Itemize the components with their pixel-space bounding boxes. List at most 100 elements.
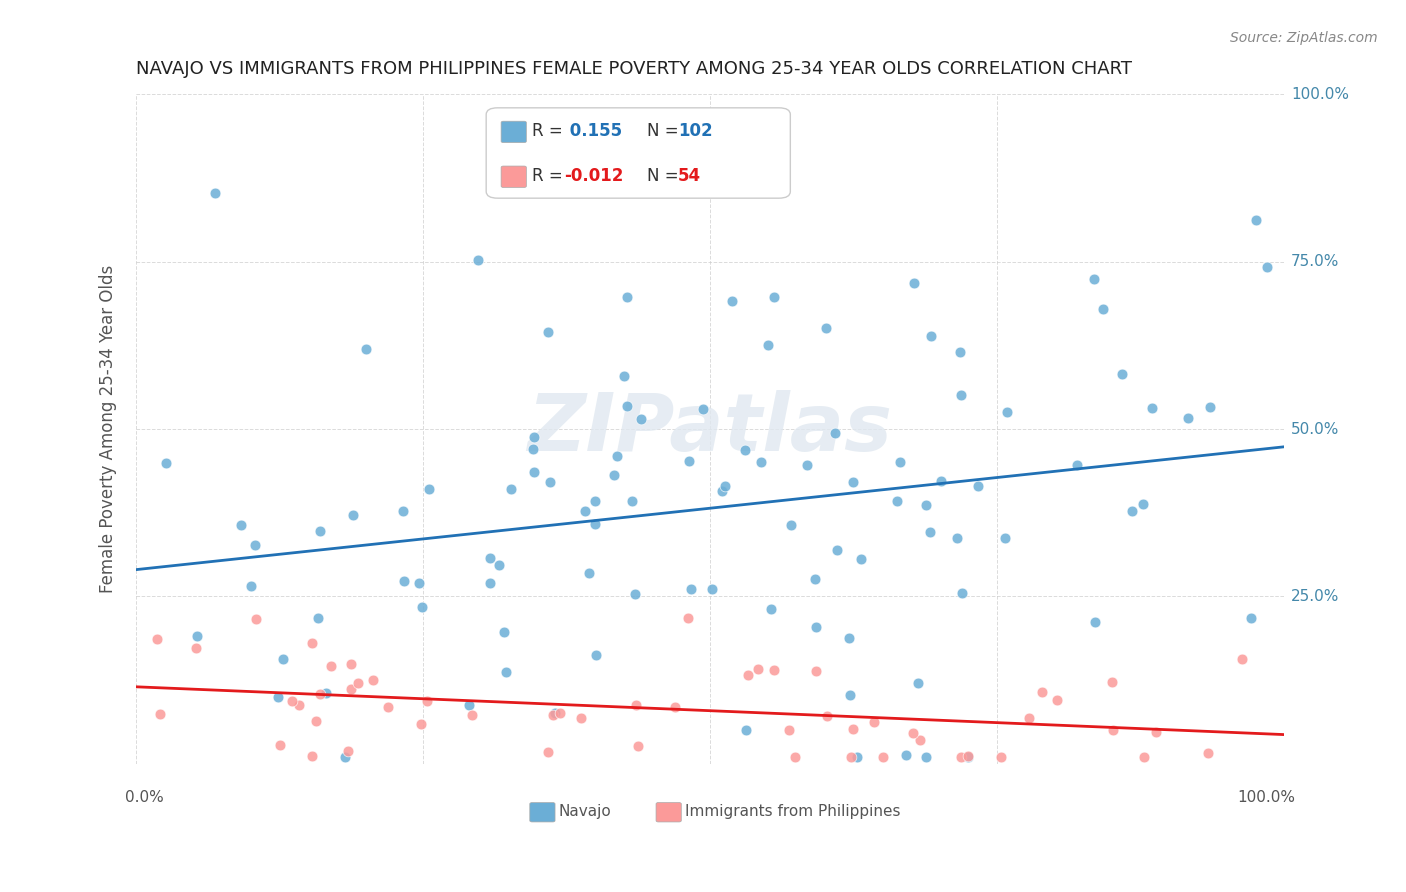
Text: 25.0%: 25.0% [1291, 589, 1339, 604]
Text: 0.0%: 0.0% [125, 790, 163, 805]
Point [574, 504, 596, 518]
Point [1046, 692, 1069, 706]
Point [627, 739, 650, 753]
Point [499, 482, 522, 496]
Point [354, 342, 377, 356]
Point [548, 706, 571, 720]
Point [155, 456, 177, 470]
Point [721, 293, 744, 308]
Point [301, 636, 323, 650]
Point [824, 425, 846, 440]
Point [340, 657, 363, 671]
Point [336, 744, 359, 758]
Point [231, 518, 253, 533]
Point [734, 723, 756, 737]
Point [664, 700, 686, 714]
Point [815, 708, 838, 723]
Point [569, 711, 592, 725]
Point [952, 586, 974, 600]
Point [333, 750, 356, 764]
Point [543, 706, 565, 720]
Point [842, 723, 865, 737]
Point [612, 369, 634, 384]
FancyBboxPatch shape [501, 166, 526, 187]
Point [603, 467, 626, 482]
Point [849, 551, 872, 566]
Point [616, 399, 638, 413]
Text: 100.0%: 100.0% [1237, 790, 1295, 805]
Point [1133, 750, 1156, 764]
Point [1102, 723, 1125, 737]
Point [1111, 368, 1133, 382]
Point [301, 748, 323, 763]
Point [679, 582, 702, 596]
Point [914, 750, 936, 764]
Point [418, 482, 440, 496]
Point [578, 566, 600, 581]
Point [1244, 213, 1267, 227]
Point [1092, 302, 1115, 317]
Text: 0.155: 0.155 [564, 122, 623, 140]
Point [710, 483, 733, 498]
Point [184, 641, 207, 656]
Point [361, 673, 384, 687]
Point [749, 455, 772, 469]
Point [626, 698, 648, 712]
Point [990, 750, 1012, 764]
Point [1084, 615, 1107, 629]
Point [308, 524, 330, 539]
Point [759, 601, 782, 615]
Point [315, 685, 337, 699]
Point [280, 693, 302, 707]
Text: -0.012: -0.012 [564, 167, 624, 185]
Point [804, 665, 827, 679]
Point [186, 629, 208, 643]
Point [269, 738, 291, 752]
Point [1132, 497, 1154, 511]
Point [778, 723, 800, 738]
Point [780, 517, 803, 532]
Point [309, 687, 332, 701]
Point [1256, 260, 1278, 274]
Point [1177, 411, 1199, 425]
Text: N =: N = [647, 167, 679, 185]
Point [907, 676, 929, 690]
Text: NAVAJO VS IMMIGRANTS FROM PHILIPPINES FEMALE POVERTY AMONG 25-34 YEAR OLDS CORRE: NAVAJO VS IMMIGRANTS FROM PHILIPPINES FE… [136, 60, 1132, 78]
Text: Source: ZipAtlas.com: Source: ZipAtlas.com [1230, 31, 1378, 45]
Point [271, 651, 294, 665]
Point [806, 620, 828, 634]
Point [1144, 724, 1167, 739]
Point [950, 750, 973, 764]
Point [204, 186, 226, 200]
Point [630, 412, 652, 426]
Point [342, 508, 364, 522]
Point [903, 726, 925, 740]
Point [886, 494, 908, 508]
Point [956, 750, 979, 764]
Point [467, 253, 489, 268]
FancyBboxPatch shape [486, 108, 790, 198]
Text: ZIPatlas: ZIPatlas [527, 390, 893, 468]
Point [700, 582, 723, 596]
Point [409, 716, 432, 731]
Point [804, 572, 827, 586]
Point [872, 750, 894, 764]
Point [583, 516, 606, 531]
Text: N =: N = [647, 122, 679, 140]
Point [411, 600, 433, 615]
Point [478, 551, 501, 566]
Point [1031, 685, 1053, 699]
Point [149, 706, 172, 721]
Point [838, 631, 860, 645]
Point [949, 345, 972, 359]
Point [915, 498, 938, 512]
Point [479, 575, 502, 590]
Point [621, 494, 644, 508]
Point [678, 454, 700, 468]
Point [266, 690, 288, 705]
Point [245, 538, 267, 552]
Text: Navajo: Navajo [558, 805, 612, 820]
Point [307, 611, 329, 625]
Point [762, 290, 785, 304]
Point [796, 458, 818, 472]
